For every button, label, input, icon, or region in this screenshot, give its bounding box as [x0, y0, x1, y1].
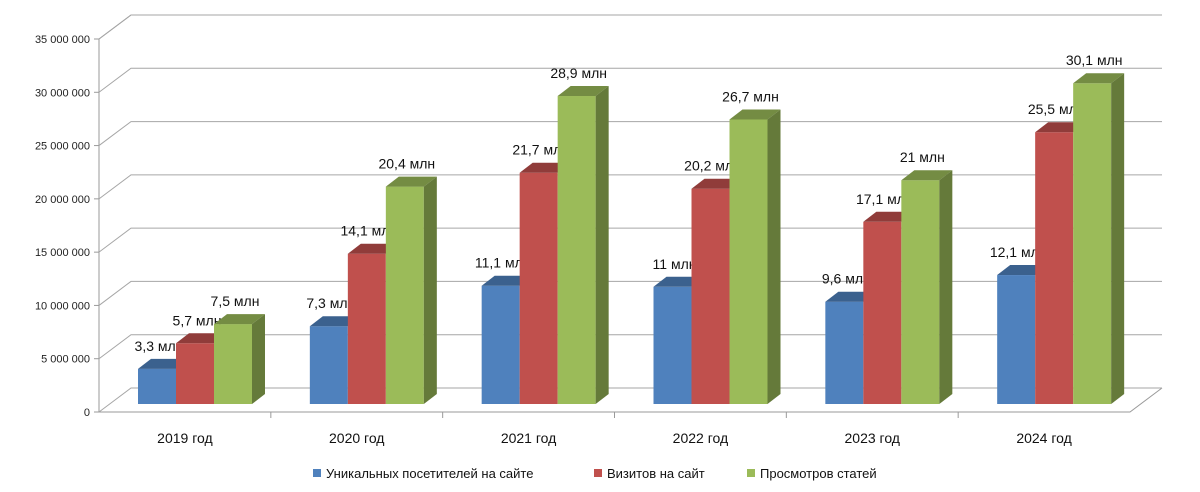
gridline — [98, 14, 1162, 40]
data-label: 21 млн — [900, 149, 945, 165]
bar-front — [863, 221, 902, 404]
data-label: 11 млн — [653, 256, 697, 272]
bar-front — [691, 188, 730, 404]
bar-top — [557, 86, 609, 97]
data-label: 20,2 млн — [684, 158, 741, 174]
bar-side — [767, 109, 781, 404]
bar-top — [214, 314, 265, 325]
bar-front — [481, 285, 520, 404]
gridline — [98, 227, 1162, 253]
x-tick-label: 2023 год — [845, 430, 900, 446]
bar-front — [385, 186, 424, 404]
bar-front — [825, 301, 864, 404]
data-label: 30,1 млн — [1066, 52, 1123, 68]
data-label: 7,3 млн — [306, 295, 355, 311]
bar-front — [347, 253, 386, 404]
gridline — [98, 67, 1162, 93]
x-tick-label: 2021 год — [501, 430, 556, 446]
bar-top — [385, 176, 437, 187]
data-label: 21,7 млн — [512, 142, 569, 158]
bar-front — [214, 324, 252, 404]
gridline — [98, 280, 1162, 306]
data-label: 3,3 млн — [135, 338, 184, 354]
y-tick-label: 15 000 000 — [35, 247, 90, 259]
y-axis-line — [98, 14, 132, 412]
bar-front — [901, 180, 940, 404]
bar-side — [252, 314, 265, 404]
legend-label: Уникальных посетителей на сайте — [326, 466, 533, 481]
data-label: 12,1 млн — [990, 244, 1047, 260]
gridline — [98, 334, 1162, 360]
bar-front — [309, 326, 348, 404]
x-tick-label: 2024 год — [1016, 430, 1071, 446]
data-label: 28,9 млн — [550, 65, 607, 81]
bar-front — [176, 343, 214, 404]
data-label: 11,1 млн — [475, 255, 531, 271]
bar-top — [729, 109, 781, 120]
y-tick-label: 35 000 000 — [35, 34, 90, 46]
y-tick-label: 10 000 000 — [35, 300, 90, 312]
gridline — [98, 174, 1162, 200]
gridline — [98, 121, 1162, 146]
legend-swatch — [313, 469, 321, 477]
bar-front — [997, 275, 1036, 404]
legend-swatch — [594, 469, 602, 477]
data-label: 17,1 млн — [856, 191, 913, 207]
bar-side — [423, 176, 437, 404]
bar-side — [939, 170, 953, 404]
data-label: 14,1 млн — [340, 223, 397, 239]
data-label: 5,7 млн — [173, 312, 222, 328]
data-label: 26,7 млн — [722, 88, 779, 104]
x-tick-label: 2022 год — [673, 430, 728, 446]
bar-top — [901, 170, 953, 181]
data-label: 7,5 млн — [211, 293, 260, 309]
bar-front — [557, 96, 596, 404]
y-tick-label: 20 000 000 — [35, 194, 90, 206]
bar-top — [1073, 73, 1125, 84]
y-tick-label: 0 — [84, 407, 90, 419]
legend-label: Просмотров статей — [760, 466, 877, 481]
bar-front — [519, 172, 558, 404]
data-label: 9,6 млн — [822, 271, 871, 287]
bar-front — [653, 286, 692, 404]
bar-front — [1035, 132, 1074, 404]
bar-front — [1073, 83, 1112, 404]
bar-front — [138, 368, 176, 404]
y-tick-label: 25 000 000 — [35, 141, 90, 153]
bar-front — [729, 119, 768, 404]
y-tick-label: 30 000 000 — [35, 87, 90, 99]
x-tick-label: 2020 год — [329, 430, 384, 446]
bar-side — [595, 86, 609, 404]
bar-side — [1111, 73, 1125, 404]
legend-label: Визитов на сайт — [607, 466, 705, 481]
legend-swatch — [747, 469, 755, 477]
data-label: 20,4 млн — [378, 156, 435, 172]
data-label: 25,5 млн — [1028, 101, 1085, 117]
x-tick-label: 2019 год — [157, 430, 212, 446]
gridline — [98, 387, 1162, 413]
y-tick-label: 5 000 000 — [41, 354, 90, 366]
